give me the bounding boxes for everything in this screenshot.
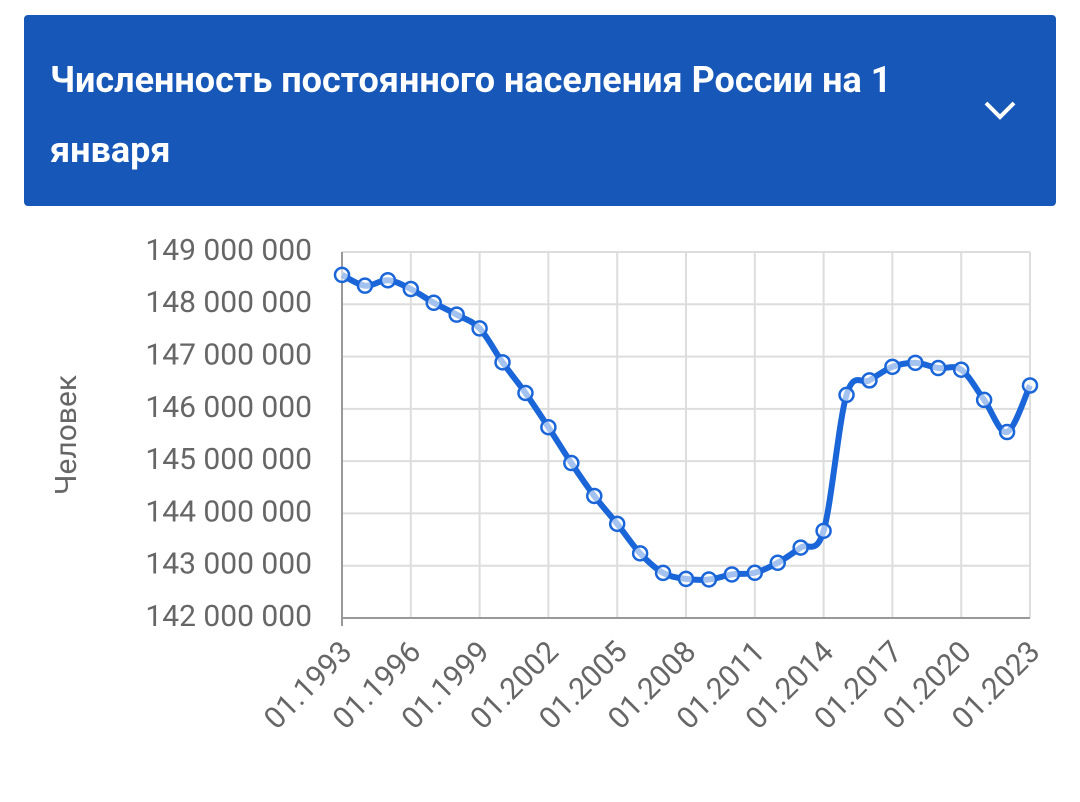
data-point bbox=[333, 266, 351, 284]
data-point bbox=[815, 522, 832, 540]
data-point bbox=[723, 566, 741, 583]
data-point bbox=[379, 271, 397, 289]
data-point bbox=[517, 384, 534, 402]
y-tick-label: 148 000 000 bbox=[145, 285, 312, 320]
data-point bbox=[540, 418, 557, 436]
y-tick-label: 145 000 000 bbox=[145, 442, 312, 477]
data-point bbox=[861, 372, 878, 389]
chevron-icon[interactable] bbox=[980, 95, 1020, 125]
y-tick-label: 143 000 000 bbox=[145, 547, 312, 582]
y-tick-label: 149 000 000 bbox=[145, 233, 312, 268]
data-point bbox=[792, 539, 809, 556]
data-point bbox=[746, 564, 764, 582]
data-point bbox=[654, 564, 672, 582]
data-point bbox=[356, 277, 374, 294]
data-point bbox=[930, 359, 947, 377]
data-point bbox=[586, 487, 603, 505]
data-point bbox=[494, 354, 511, 371]
y-tick-label: 147 000 000 bbox=[145, 337, 312, 372]
data-point bbox=[608, 515, 626, 533]
dropdown-header[interactable]: Численность постоянного населения России… bbox=[24, 15, 1056, 206]
data-point bbox=[700, 571, 718, 588]
data-point bbox=[975, 391, 993, 409]
data-point bbox=[471, 320, 488, 337]
data-point bbox=[952, 361, 970, 378]
y-tick-label: 146 000 000 bbox=[145, 390, 312, 425]
y-tick-label: 144 000 000 bbox=[145, 494, 312, 529]
data-point bbox=[677, 570, 695, 588]
data-point bbox=[838, 386, 855, 404]
y-tick-label: 142 000 000 bbox=[145, 599, 312, 634]
data-point bbox=[425, 294, 442, 312]
chart-title: Численность постоянного населения России… bbox=[50, 59, 892, 171]
data-point bbox=[769, 554, 786, 572]
data-point bbox=[884, 358, 901, 376]
data-point bbox=[448, 306, 465, 323]
y-axis-label: Человек bbox=[49, 375, 84, 495]
data-point bbox=[907, 354, 924, 372]
data-point bbox=[631, 545, 649, 562]
data-point bbox=[1021, 377, 1039, 394]
data-point bbox=[402, 280, 420, 298]
data-point bbox=[563, 454, 580, 472]
data-point bbox=[998, 423, 1016, 441]
